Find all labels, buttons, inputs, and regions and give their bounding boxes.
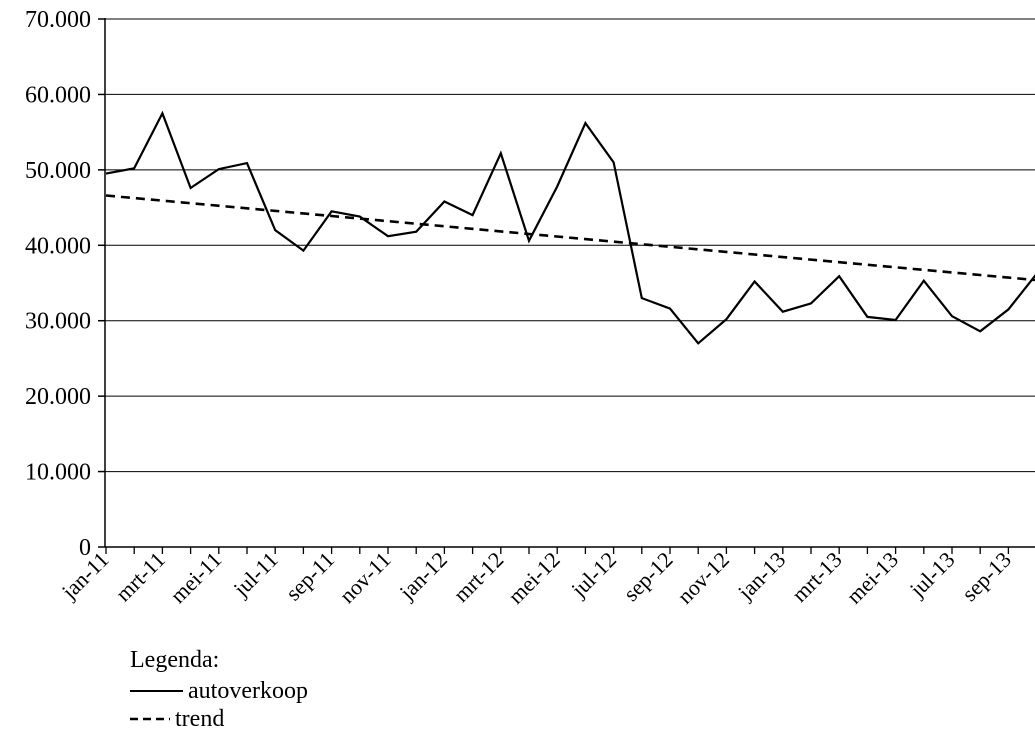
- y-tick-labels: 0 10.000 20.000 30.000 40.000 50.000 60.000 70.…: [25, 7, 91, 561]
- x-tick-label: jul-12: [566, 547, 622, 603]
- y-tick-label: 20.000: [25, 384, 91, 410]
- series-line-trend: [105, 194, 1035, 282]
- y-tick-label: 10.000: [25, 460, 91, 486]
- x-tick-label: jan-12: [394, 547, 452, 605]
- x-tick-label: jan-13: [732, 547, 790, 605]
- gridlines: [105, 18, 1035, 473]
- x-tick-label: mei-13: [841, 547, 903, 609]
- x-tick-label: mrt-11: [110, 547, 169, 606]
- x-tick-label: mrt-12: [448, 547, 508, 607]
- series-lines: [105, 110, 1035, 345]
- x-tick-label: nov-11: [334, 547, 395, 608]
- axes: [98, 18, 1035, 554]
- legend-label-trend: trend: [175, 706, 224, 732]
- y-tick-label: 30.000: [25, 309, 91, 335]
- y-tick-label: 60.000: [25, 82, 91, 108]
- legend-label-autoverkoop: autoverkoop: [188, 678, 308, 704]
- legend: Legenda: autoverkoop trend: [130, 647, 308, 732]
- y-tick-label: 50.000: [25, 158, 91, 184]
- x-tick-label: sep-13: [957, 547, 1016, 606]
- x-tick-label: jul-13: [904, 547, 960, 603]
- x-tick-label: mei-12: [503, 547, 565, 609]
- legend-title: Legenda:: [130, 647, 219, 673]
- y-tick-label: 70.000: [25, 7, 91, 33]
- x-tick-label: mrt-13: [787, 547, 847, 607]
- x-tick-label: nov-12: [672, 547, 734, 609]
- x-tick-label: sep-12: [618, 547, 677, 606]
- series-line-autoverkoop: [105, 110, 1035, 345]
- y-tick-label: 0: [79, 535, 91, 561]
- y-tick-label: 40.000: [25, 233, 91, 259]
- x-tick-label: mei-11: [165, 547, 226, 608]
- x-tick-label: sep-11: [281, 547, 340, 606]
- x-tick-label: jul-11: [228, 547, 283, 602]
